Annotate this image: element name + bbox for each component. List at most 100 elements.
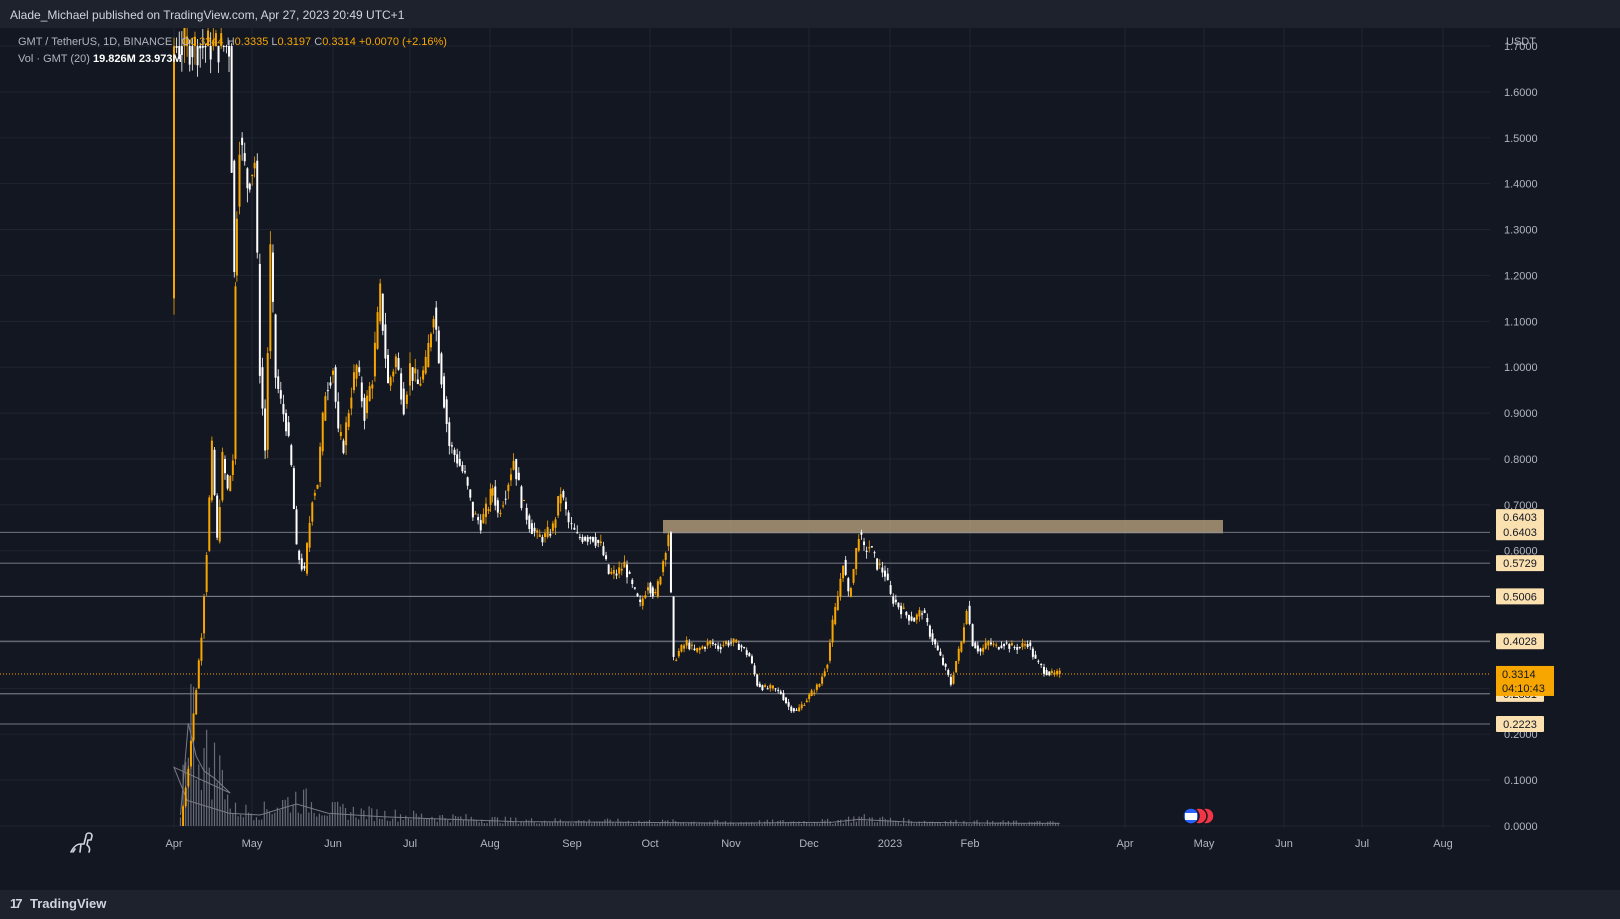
high-label: H: [226, 36, 235, 48]
volume-bar: [800, 823, 802, 826]
volume-bar: [677, 822, 679, 826]
volume-bar: [557, 821, 559, 826]
price-label-text: 0.6403: [1503, 527, 1537, 539]
volume-ma-value: 23.973M: [138, 53, 182, 65]
candle-body: [602, 546, 605, 556]
candle-body: [984, 642, 987, 649]
volume-bar: [690, 821, 692, 826]
volume-bar: [410, 819, 412, 826]
volume-bar: [643, 821, 645, 826]
volume-indicator-label[interactable]: Vol · GMT (20): [18, 53, 90, 65]
candle-body: [683, 645, 686, 649]
x-tick-label: 2023: [878, 838, 902, 850]
candle-body: [324, 396, 327, 421]
candle-body: [264, 408, 267, 451]
candle-body: [358, 367, 361, 373]
candle-body: [740, 645, 743, 648]
candle-body: [292, 468, 295, 509]
candle-body: [936, 645, 939, 651]
candle-body: [805, 700, 808, 703]
y-tick-label: 0.2000: [1504, 729, 1538, 741]
volume-bar: [224, 799, 226, 826]
candle-body: [907, 614, 910, 621]
candle-body: [466, 477, 469, 486]
candle-body: [306, 543, 309, 574]
volume-bar: [934, 822, 936, 826]
candle-body: [334, 367, 337, 402]
candle-body: [525, 507, 528, 520]
volume-bar: [565, 822, 567, 826]
candle-body: [865, 550, 868, 552]
candle-body: [910, 616, 913, 621]
candle-body: [782, 692, 785, 701]
volume-bar: [1057, 822, 1059, 826]
volume-bar: [706, 822, 708, 826]
tradingview-logo[interactable]: 17 TradingView: [10, 896, 106, 911]
volume-bar: [947, 823, 949, 826]
volume-bar: [732, 822, 734, 826]
candle-body: [618, 567, 621, 574]
candle-body: [578, 536, 581, 538]
candle-body: [471, 501, 474, 518]
candle-body: [207, 30, 210, 47]
candle-body: [261, 367, 264, 409]
candle-body: [509, 474, 512, 481]
volume-bar: [389, 821, 391, 826]
volume-bar: [743, 822, 745, 826]
candle-body: [857, 539, 860, 551]
candle-body: [626, 564, 629, 578]
chart-legend: GMT / TetherUS, 1D, BINANCE O0.3244 H0.3…: [18, 34, 447, 68]
candle-body: [173, 46, 175, 299]
candle-body: [387, 354, 390, 384]
candle-body: [839, 578, 842, 597]
candle-body: [557, 496, 560, 516]
candle-body: [620, 568, 623, 571]
candle-body: [422, 370, 425, 380]
candle-body: [228, 46, 231, 57]
volume-bar: [918, 821, 920, 826]
candle-body: [636, 593, 639, 597]
candle-body: [1031, 648, 1034, 657]
dino-icon: [70, 832, 93, 853]
volume-bar: [444, 818, 446, 826]
volume-bar: [696, 823, 698, 826]
candle-body: [379, 283, 382, 322]
volume-bar: [1026, 824, 1028, 826]
candle-body: [834, 607, 837, 625]
candle-body: [934, 639, 937, 645]
candle-body: [1050, 670, 1053, 674]
volume-bar: [541, 821, 543, 826]
volume-bar: [350, 812, 352, 826]
volume-bar: [1041, 823, 1044, 826]
volume-bar: [415, 813, 417, 826]
volume-bar: [588, 819, 590, 826]
candle-body: [416, 379, 419, 385]
candle-body: [186, 36, 189, 47]
candle-body: [489, 488, 492, 505]
volume-bar: [402, 819, 404, 826]
volume-bar: [507, 821, 509, 826]
resistance-zone-layer: [663, 519, 1223, 534]
volume-bar: [913, 823, 915, 826]
volume-bar: [517, 823, 520, 826]
candle-body: [203, 596, 206, 634]
volume-bar: [376, 809, 378, 826]
volume-bar: [434, 819, 436, 826]
symbol-label[interactable]: GMT / TetherUS, 1D, BINANCE: [18, 36, 173, 48]
volume-bar: [227, 794, 229, 826]
candle-body: [212, 39, 215, 47]
candle-body: [337, 401, 340, 429]
volume-bar: [245, 804, 247, 826]
candle-body: [355, 365, 358, 379]
volume-bar: [722, 821, 724, 826]
volume-bar: [790, 821, 792, 826]
volume-bar: [874, 822, 876, 826]
candle-body: [628, 572, 631, 574]
volume-bar: [572, 823, 575, 826]
candle-body: [411, 367, 414, 381]
candle-body: [188, 46, 191, 65]
candle-body: [570, 523, 573, 525]
event-flags[interactable]: [1182, 807, 1215, 825]
volume-bar: [664, 820, 666, 826]
